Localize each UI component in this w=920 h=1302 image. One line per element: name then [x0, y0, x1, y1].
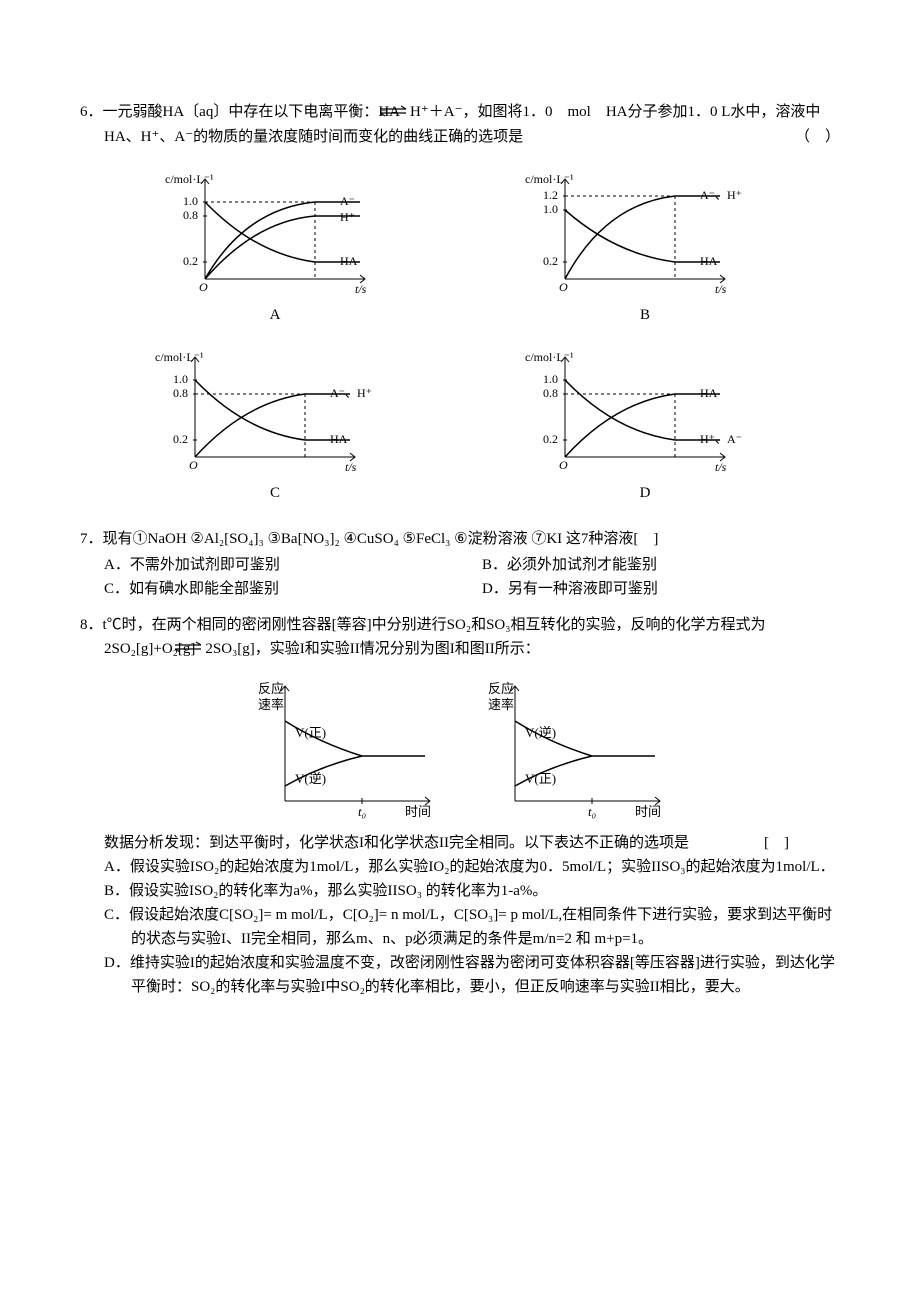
svg-text:A⁻: A⁻	[340, 194, 355, 208]
answer-paren: （ ）	[819, 125, 840, 149]
svg-text:V(正): V(正)	[295, 725, 326, 740]
svg-text:O: O	[559, 458, 568, 472]
q8-options: A．假设实验ISO₂的起始浓度为1mol/L，那么实验IO₂的起始浓度为0．5m…	[80, 855, 840, 999]
svg-text:反应: 反应	[488, 681, 514, 696]
svg-text:反应: 反应	[258, 681, 284, 696]
rate-chart-2: 反应 速率 时间 t₀ V(逆) V(正)	[480, 671, 670, 821]
svg-text:1.0: 1.0	[183, 194, 198, 208]
q6-chart-grid: c/mol·L⁻¹ O t/s 1.0 0.8 0.2 A⁻	[80, 149, 840, 515]
q8-option-A: A．假设实验ISO₂的起始浓度为1mol/L，那么实验IO₂的起始浓度为0．5m…	[104, 855, 840, 879]
axis-x-label: t/s	[355, 282, 367, 296]
svg-text:O: O	[199, 280, 208, 294]
svg-text:c/mol·L⁻¹: c/mol·L⁻¹	[525, 350, 574, 364]
q8-stem: 8．t℃时，在两个相同的密闭刚性容器[等容]中分别进行SO₂和SO₃相互转化的实…	[80, 613, 840, 662]
svg-text:0.8: 0.8	[173, 386, 188, 400]
q8-option-D: D．维持实验I的起始浓度和实验温度不变，改密闭刚性容器为密闭可变体积容器[等压容…	[104, 951, 840, 999]
svg-text:0.2: 0.2	[183, 254, 198, 268]
question-7: 7．现有①NaOH ②Al₂[SO₄]₃ ③Ba[NO₃]₂ ④CuSO₄ ⑤F…	[80, 527, 840, 601]
svg-text:速率: 速率	[488, 697, 514, 712]
q8-stem-b: 2SO₃[g]，实验I和实验II情况分别为图I和图II所示：	[205, 641, 539, 657]
q7-stem: 7．现有①NaOH ②Al₂[SO₄]₃ ③Ba[NO₃]₂ ④CuSO₄ ⑤F…	[80, 527, 840, 551]
q7-options: A．不需外加试剂即可鉴别 B．必须外加试剂才能鉴别 C．如有碘水即能全部鉴别 D…	[104, 553, 840, 601]
svg-text:0.8: 0.8	[183, 208, 198, 222]
chart-C-svg: c/mol·L⁻¹ O t/s 1.0 0.8 0.2 A⁻、H⁺ HA	[155, 347, 395, 477]
svg-text:t/s: t/s	[715, 460, 727, 474]
q7-option-B: B．必须外加试剂才能鉴别	[482, 553, 840, 577]
svg-text:0.8: 0.8	[543, 386, 558, 400]
chart-C: c/mol·L⁻¹ O t/s 1.0 0.8 0.2 A⁻、H⁺ HA	[120, 347, 430, 505]
svg-text:O: O	[559, 280, 568, 294]
svg-text:c/mol·L⁻¹: c/mol·L⁻¹	[525, 172, 574, 186]
svg-text:HA: HA	[700, 254, 718, 268]
svg-text:t/s: t/s	[345, 460, 357, 474]
svg-text:1.0: 1.0	[543, 202, 558, 216]
svg-text:0.2: 0.2	[173, 432, 188, 446]
svg-text:t/s: t/s	[715, 282, 727, 296]
svg-text:HA: HA	[340, 254, 358, 268]
svg-text:V(逆): V(逆)	[295, 771, 326, 786]
axis-y-label: c/mol·L⁻¹	[165, 172, 214, 186]
chart-D: c/mol·L⁻¹ O t/s 1.0 0.8 0.2 HA H⁺、A⁻	[490, 347, 800, 505]
equilibrium-arrow-icon	[402, 101, 408, 125]
q6-stem: 6．一元弱酸HA〔aq〕中存在以下电离平衡：HAH⁺＋A⁻，如图将1．0 mol…	[80, 100, 840, 149]
svg-text:HA: HA	[700, 386, 718, 400]
chart-A-label: A	[120, 303, 430, 327]
svg-text:时间: 时间	[405, 804, 431, 819]
q7-option-C: C．如有碘水即能全部鉴别	[104, 577, 462, 601]
svg-text:1.0: 1.0	[173, 372, 188, 386]
rate-chart-1: 反应 速率 时间 t₀ V(正) V(逆)	[250, 671, 440, 821]
svg-text:HA: HA	[330, 432, 348, 446]
chart-B-label: B	[490, 303, 800, 327]
q8-after: 数据分析发现：到达平衡时，化学状态I和化学状态II完全相同。以下表达不正确的选项…	[80, 831, 840, 855]
chart-C-label: C	[120, 481, 430, 505]
q6-stem-a: 一元弱酸HA〔aq〕中存在以下电离平衡：HA	[103, 104, 401, 120]
svg-text:H⁺: H⁺	[340, 210, 355, 224]
svg-text:1.2: 1.2	[543, 188, 558, 202]
svg-text:t₀: t₀	[358, 804, 366, 819]
chart-B-svg: c/mol·L⁻¹ O t/s 1.2 1.0 0.2 A⁻、H⁺ HA	[525, 169, 765, 299]
q6-number: 6．	[80, 104, 103, 120]
svg-text:V(正): V(正)	[525, 771, 556, 786]
q7-option-D: D．另有一种溶液即可鉴别	[482, 577, 840, 601]
q8-option-C: C．假设起始浓度C[SO₂]= m mol/L，C[O₂]= n mol/L，C…	[104, 903, 840, 951]
svg-text:0.2: 0.2	[543, 254, 558, 268]
question-8: 8．t℃时，在两个相同的密闭刚性容器[等容]中分别进行SO₂和SO₃相互转化的实…	[80, 613, 840, 1000]
chart-A: c/mol·L⁻¹ O t/s 1.0 0.8 0.2 A⁻	[120, 169, 430, 327]
svg-text:V(逆): V(逆)	[525, 725, 556, 740]
svg-text:1.0: 1.0	[543, 372, 558, 386]
chart-D-label: D	[490, 481, 800, 505]
svg-text:速率: 速率	[258, 697, 284, 712]
svg-text:H⁺、A⁻: H⁺、A⁻	[700, 432, 742, 446]
svg-text:t₀: t₀	[588, 804, 596, 819]
chart-D-svg: c/mol·L⁻¹ O t/s 1.0 0.8 0.2 HA H⁺、A⁻	[525, 347, 765, 477]
q8-option-B: B．假设实验ISO₂的转化率为a%，那么实验IISO₃ 的转化率为1-a%。	[104, 879, 840, 903]
equilibrium-arrow-icon	[197, 637, 203, 661]
svg-text:时间: 时间	[635, 804, 661, 819]
q8-number: 8．	[80, 617, 103, 633]
chart-A-svg: c/mol·L⁻¹ O t/s 1.0 0.8 0.2 A⁻	[165, 169, 385, 299]
q8-rate-charts: 反应 速率 时间 t₀ V(正) V(逆)	[80, 661, 840, 831]
svg-text:c/mol·L⁻¹: c/mol·L⁻¹	[155, 350, 204, 364]
q7-stem-text: 现有①NaOH ②Al₂[SO₄]₃ ③Ba[NO₃]₂ ④CuSO₄ ⑤FeC…	[103, 531, 659, 547]
question-6: 6．一元弱酸HA〔aq〕中存在以下电离平衡：HAH⁺＋A⁻，如图将1．0 mol…	[80, 100, 840, 515]
q7-number: 7．	[80, 531, 103, 547]
svg-text:A⁻、H⁺: A⁻、H⁺	[700, 188, 742, 202]
chart-B: c/mol·L⁻¹ O t/s 1.2 1.0 0.2 A⁻、H⁺ HA	[490, 169, 800, 327]
svg-text:O: O	[189, 458, 198, 472]
svg-text:A⁻、H⁺: A⁻、H⁺	[330, 386, 372, 400]
svg-text:0.2: 0.2	[543, 432, 558, 446]
q7-option-A: A．不需外加试剂即可鉴别	[104, 553, 462, 577]
